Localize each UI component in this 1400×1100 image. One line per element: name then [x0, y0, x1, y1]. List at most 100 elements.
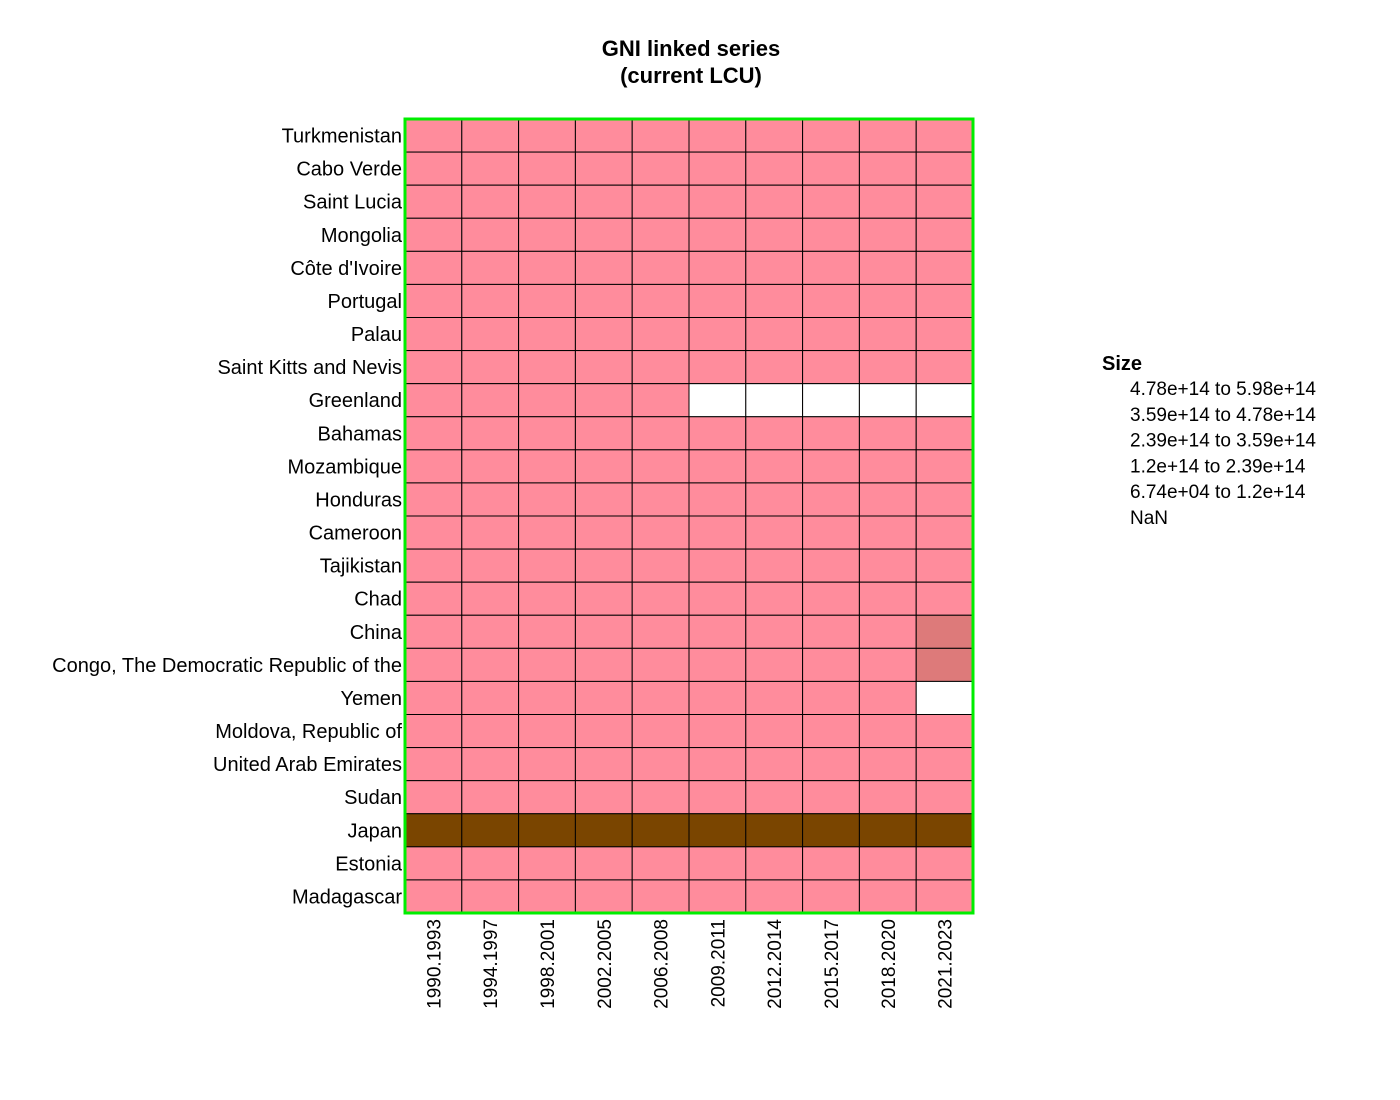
heatmap-cell: [461, 780, 520, 815]
heatmap-cell: [858, 515, 917, 550]
heatmap-cell: [404, 482, 463, 517]
heatmap-cell: [518, 846, 576, 881]
heatmap-cell: [518, 317, 576, 352]
heatmap-cell: [461, 283, 520, 318]
heatmap-cell: [688, 449, 747, 484]
heatmap-cell: [745, 515, 804, 550]
heatmap-cell: [688, 515, 747, 550]
heatmap-cell: [574, 184, 633, 219]
heatmap-cell: [518, 184, 576, 219]
heatmap-cell: [518, 449, 576, 484]
heatmap-cell: [858, 879, 917, 914]
heatmap-cell: [518, 515, 576, 550]
heatmap-cell: [745, 250, 804, 285]
column-label: 2012.2014: [765, 919, 786, 1009]
heatmap-cells: [404, 118, 974, 914]
heatmap-cell: [688, 184, 747, 219]
heatmap-cell: [631, 581, 690, 616]
row-label: Mongolia: [321, 225, 403, 247]
heatmap-cell: [518, 283, 576, 318]
row-label: Portugal: [328, 291, 403, 313]
heatmap-cell: [858, 283, 917, 318]
heatmap-cell: [574, 250, 633, 285]
heatmap-cell: [858, 548, 917, 583]
heatmap-cell: [574, 317, 633, 352]
row-label: Palau: [351, 324, 402, 346]
heatmap-cell: [461, 879, 520, 914]
heatmap-cell: [404, 714, 463, 749]
row-label: Côte d'Ivoire: [290, 258, 402, 280]
heatmap-cell: [802, 250, 860, 285]
heatmap-cell: [915, 879, 974, 914]
heatmap-cell: [915, 217, 974, 252]
row-label: Cameroon: [309, 523, 402, 545]
heatmap-cell: [461, 118, 520, 153]
heatmap-cell: [745, 581, 804, 616]
heatmap-cell: [915, 515, 974, 550]
heatmap-cell: [858, 680, 917, 716]
heatmap-cell: [631, 548, 690, 583]
heatmap-cell: [631, 846, 690, 881]
heatmap-cell: [802, 416, 860, 451]
heatmap-cell: [688, 548, 747, 583]
heatmap-cell: [461, 515, 520, 550]
row-label: Chad: [354, 589, 402, 611]
heatmap-cell: [574, 217, 633, 252]
heatmap-cell: [574, 581, 633, 616]
heatmap-cell: [631, 217, 690, 252]
heatmap-cell: [461, 482, 520, 517]
heatmap-cell: [518, 879, 576, 914]
heatmap-cell: [802, 581, 860, 616]
heatmap-cell: [745, 647, 804, 682]
heatmap-cell: [574, 449, 633, 484]
heatmap-cell: [802, 846, 860, 881]
column-label: 2015.2017: [822, 919, 843, 1009]
heatmap-cell: [745, 548, 804, 583]
heatmap-cell: [404, 317, 463, 352]
heatmap-cell: [802, 449, 860, 484]
heatmap-cell: [745, 383, 804, 418]
heatmap-cell: [404, 283, 463, 318]
heatmap-cell: [631, 283, 690, 318]
heatmap-cell: [461, 680, 520, 716]
heatmap-cell: [745, 780, 804, 815]
heatmap-cell: [688, 581, 747, 616]
heatmap-cell: [574, 846, 633, 881]
heatmap-cell: [802, 747, 860, 782]
heatmap-cell: [688, 714, 747, 749]
heatmap-cell: [745, 350, 804, 385]
heatmap-cell: [745, 151, 804, 186]
heatmap-cell: [915, 317, 974, 352]
heatmap-cell: [631, 118, 690, 153]
heatmap-cell: [745, 217, 804, 252]
heatmap-cell: [518, 350, 576, 385]
heatmap-cell: [574, 515, 633, 550]
heatmap-cell: [404, 118, 463, 153]
heatmap-cell: [461, 548, 520, 583]
heatmap-cell: [915, 581, 974, 616]
row-label: Cabo Verde: [296, 159, 402, 181]
heatmap-cell: [688, 813, 747, 848]
heatmap-cell: [404, 846, 463, 881]
heatmap-cell: [404, 350, 463, 385]
legend-item: 4.78e+14 to 5.98e+14: [1130, 379, 1316, 400]
heatmap-cell: [688, 614, 747, 649]
heatmap-cell: [858, 217, 917, 252]
heatmap-cell: [404, 813, 463, 848]
heatmap-cell: [802, 383, 860, 418]
chart-title-line-1: GNI linked series: [602, 36, 781, 61]
heatmap-cell: [688, 350, 747, 385]
heatmap-cell: [915, 416, 974, 451]
row-label: Sudan: [344, 787, 402, 809]
chart-title-line-2: (current LCU): [620, 63, 762, 88]
heatmap-cell: [574, 647, 633, 682]
heatmap-cell: [745, 482, 804, 517]
heatmap-cell: [688, 217, 747, 252]
column-label: 1998.2001: [538, 919, 559, 1009]
heatmap-cell: [858, 383, 917, 418]
heatmap-cell: [858, 846, 917, 881]
row-label: Yemen: [340, 688, 402, 710]
row-label: Tajikistan: [320, 556, 402, 578]
heatmap-cell: [802, 350, 860, 385]
